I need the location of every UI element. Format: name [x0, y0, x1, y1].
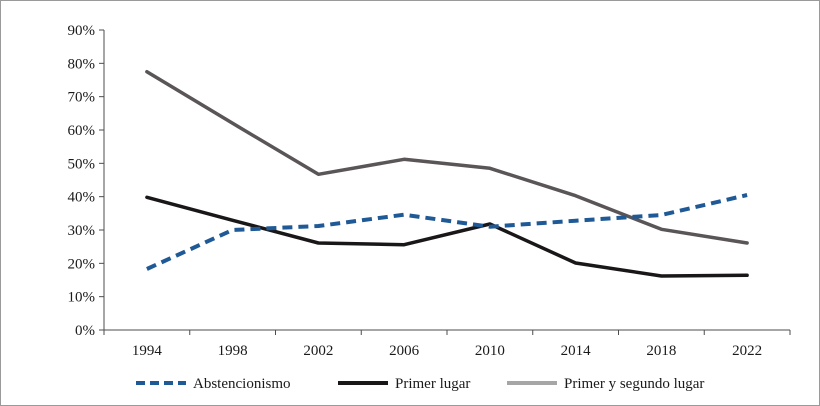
x-tick-label: 1998 — [218, 343, 248, 359]
x-tick-label: 2010 — [475, 343, 505, 359]
legend-label: Primer lugar — [395, 376, 470, 392]
series-line-primer-y-segundo-lugar — [145, 69, 749, 245]
x-tick-label: 2022 — [732, 343, 762, 359]
series-lines — [145, 69, 749, 278]
x-tick-label: 2018 — [646, 343, 676, 359]
axes — [103, 30, 790, 331]
y-tick-label: 80% — [68, 56, 96, 72]
x-tick-label: 1994 — [132, 343, 163, 359]
y-tick-label: 20% — [68, 256, 96, 272]
y-tick-label: 0% — [75, 323, 95, 339]
x-axis-ticks: 1994 1998 2002 2006 2010 2014 2018 2022 — [103, 330, 791, 359]
y-axis-ticks: 0% 10% 20% 30% 40% 50% 60% 70% 80% 90% — [68, 23, 104, 339]
x-tick-label: 2006 — [389, 343, 420, 359]
y-tick-label: 50% — [68, 156, 96, 172]
series-line-primer-lugar — [145, 195, 749, 278]
y-tick-label: 30% — [68, 223, 96, 239]
x-tick-label: 2014 — [561, 343, 592, 359]
legend-label: Abstencionismo — [193, 376, 291, 392]
x-tick-label: 2002 — [303, 343, 333, 359]
legend: Abstencionismo Primer lugar Primer y segun… — [136, 376, 704, 392]
y-tick-label: 60% — [68, 123, 96, 139]
series-line-abstencionismo — [146, 193, 748, 271]
legend-label: Primer y segundo lugar — [564, 376, 704, 392]
y-tick-label: 90% — [68, 23, 96, 39]
y-tick-label: 40% — [68, 190, 96, 206]
y-tick-label: 10% — [68, 290, 96, 306]
y-tick-label: 70% — [68, 90, 96, 106]
